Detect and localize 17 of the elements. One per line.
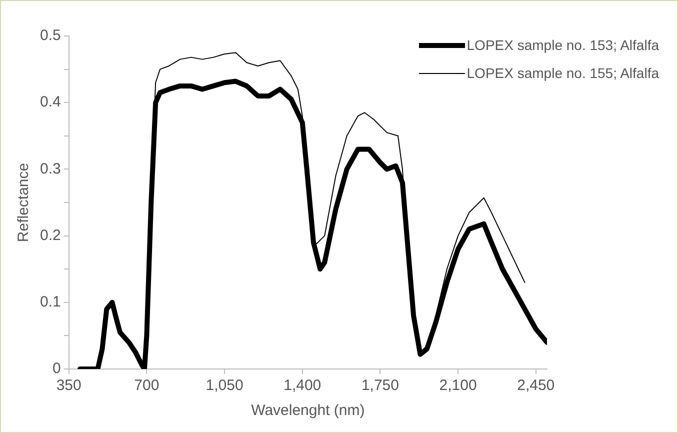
y-tick-label: 0 — [52, 360, 61, 378]
y-tick-label: 0.2 — [40, 226, 61, 244]
legend-label: LOPEX sample no. 155; Alfalfa — [466, 65, 659, 81]
x-axis-title: Wavelenght (nm) — [251, 402, 365, 420]
x-tick-label: 2,100 — [439, 377, 477, 394]
y-tick-label: 0.3 — [40, 160, 61, 178]
legend-label: LOPEX sample no. 153; Alfalfa — [466, 37, 659, 53]
y-tick-label: 0.1 — [40, 294, 61, 311]
x-tick-label: 1,050 — [206, 377, 244, 394]
y-tick-label: 0.4 — [40, 94, 61, 111]
y-tick-label: 0.5 — [40, 27, 61, 44]
y-axis-title: Reflectance — [15, 162, 32, 242]
x-tick-label: 700 — [134, 377, 160, 394]
x-tick-label: 1,400 — [284, 377, 322, 394]
x-tick-label: 1,750 — [361, 377, 399, 394]
x-tick-label: 2,450 — [517, 377, 555, 394]
x-tick-label: 350 — [56, 377, 82, 394]
